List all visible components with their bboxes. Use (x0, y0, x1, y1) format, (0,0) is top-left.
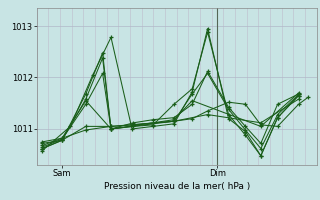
X-axis label: Pression niveau de la mer( hPa ): Pression niveau de la mer( hPa ) (104, 182, 250, 191)
